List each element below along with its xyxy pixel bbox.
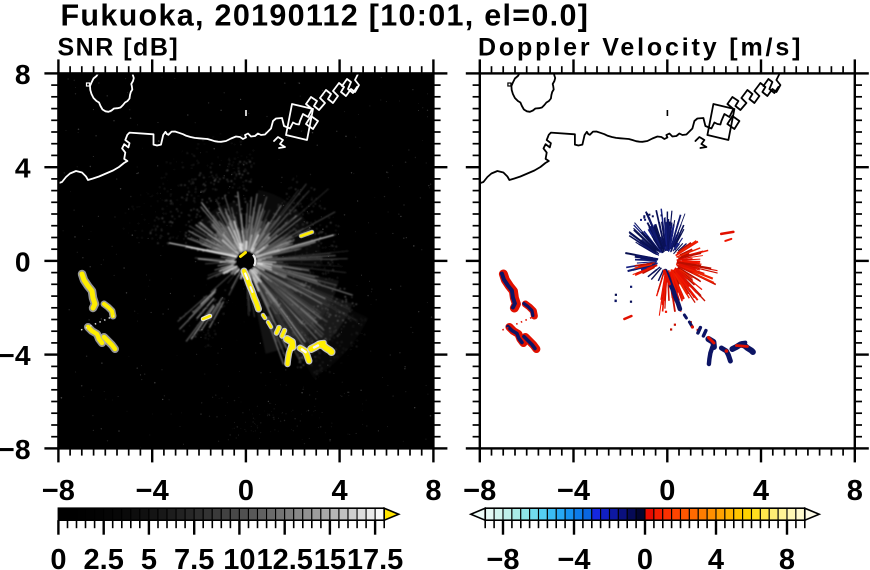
svg-text:−8: −8 <box>0 433 31 465</box>
svg-text:Doppler Velocity [m/s]: Doppler Velocity [m/s] <box>478 34 803 62</box>
svg-text:2.5: 2.5 <box>84 544 124 570</box>
svg-text:4: 4 <box>332 475 348 507</box>
svg-text:Fukuoka, 20190112 [10:01, el=0: Fukuoka, 20190112 [10:01, el=0.0] <box>61 0 590 33</box>
svg-text:8: 8 <box>779 544 795 570</box>
svg-text:0: 0 <box>15 245 31 277</box>
svg-text:12.5: 12.5 <box>256 544 312 570</box>
svg-text:8: 8 <box>425 475 441 507</box>
svg-text:8: 8 <box>15 58 31 90</box>
svg-text:10: 10 <box>223 544 255 570</box>
svg-text:−8: −8 <box>463 475 496 507</box>
svg-text:4: 4 <box>753 475 769 507</box>
svg-text:−8: −8 <box>42 475 75 507</box>
svg-text:−4: −4 <box>136 475 169 507</box>
svg-text:0: 0 <box>238 475 254 507</box>
svg-text:−8: −8 <box>486 544 519 570</box>
svg-text:15: 15 <box>314 544 346 570</box>
svg-text:7.5: 7.5 <box>174 544 214 570</box>
svg-text:−4: −4 <box>557 544 590 570</box>
svg-text:4: 4 <box>708 544 724 570</box>
svg-text:0: 0 <box>659 475 675 507</box>
svg-text:−4: −4 <box>557 475 590 507</box>
svg-text:5: 5 <box>141 544 157 570</box>
svg-text:0: 0 <box>637 544 653 570</box>
svg-text:8: 8 <box>847 475 863 507</box>
svg-text:−4: −4 <box>0 339 31 371</box>
svg-text:0: 0 <box>50 544 66 570</box>
svg-text:SNR [dB]: SNR [dB] <box>58 34 180 62</box>
svg-text:4: 4 <box>15 152 31 184</box>
svg-text:17.5: 17.5 <box>347 544 403 570</box>
